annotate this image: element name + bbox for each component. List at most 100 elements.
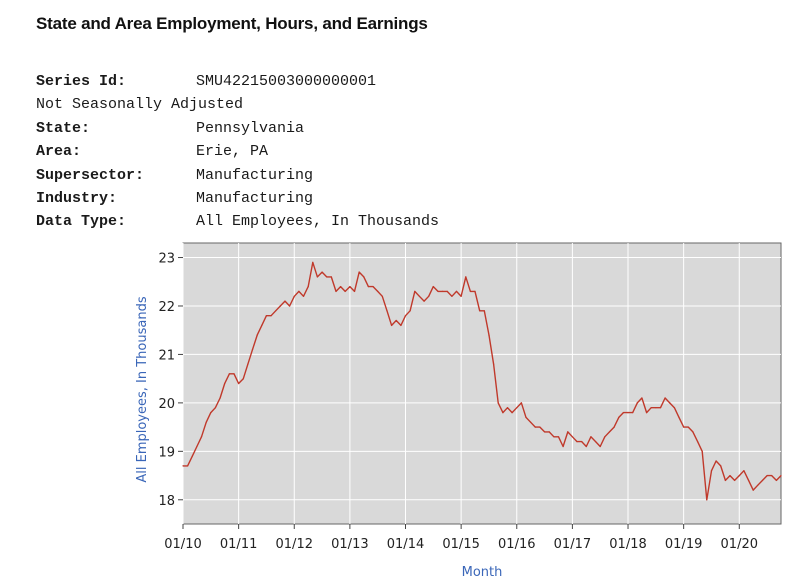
data-point [618, 416, 620, 418]
data-point [493, 363, 495, 365]
data-point [432, 286, 434, 288]
data-point [247, 363, 249, 365]
data-point [316, 276, 318, 278]
data-point [483, 310, 485, 312]
data-point [312, 261, 314, 263]
data-point [302, 295, 305, 297]
data-point [678, 416, 680, 418]
meta-row-data-type: Data Type: All Employees, In Thousands [36, 210, 439, 233]
data-point [748, 479, 750, 481]
data-point [608, 431, 611, 433]
data-point [404, 315, 407, 317]
data-point [724, 479, 727, 481]
data-point [367, 286, 369, 288]
x-tick-label: 01/20 [721, 537, 758, 552]
data-point [353, 290, 356, 292]
data-point [395, 319, 397, 322]
data-point [182, 465, 184, 467]
data-point [214, 407, 216, 409]
y-tick-label: 22 [158, 300, 175, 315]
data-point [344, 290, 346, 292]
x-tick-label: 01/12 [276, 537, 313, 552]
data-point [210, 412, 212, 414]
data-point [571, 436, 574, 438]
data-point [289, 305, 291, 307]
x-tick-label: 01/14 [387, 537, 424, 552]
data-point [664, 397, 666, 399]
series-metadata: Series Id: SMU42215003000000001 Not Seaso… [36, 70, 439, 234]
data-point [613, 426, 615, 428]
data-point [701, 450, 703, 452]
data-point [261, 324, 263, 326]
meta-label: Supersector: [36, 166, 145, 184]
data-point [479, 310, 481, 312]
meta-label: Area: [36, 143, 82, 161]
data-point [358, 271, 360, 273]
data-point [233, 373, 235, 375]
data-point [502, 412, 504, 414]
data-point [469, 290, 471, 292]
data-point [576, 441, 578, 443]
data-point [525, 416, 527, 418]
meta-row-area: Area: Erie, PA [36, 140, 439, 163]
x-tick-label: 01/11 [220, 537, 257, 552]
data-point [340, 286, 342, 288]
data-point [256, 334, 258, 336]
meta-value: Manufacturing [196, 166, 314, 184]
x-tick-label: 01/13 [331, 537, 368, 552]
data-point [650, 407, 652, 409]
data-point [715, 460, 717, 462]
data-point [530, 421, 532, 423]
plot-area [182, 242, 782, 525]
data-point [604, 436, 606, 438]
page-title: State and Area Employment, Hours, and Ea… [36, 14, 428, 33]
data-point [386, 310, 388, 312]
meta-row-state: State: Pennsylvania [36, 117, 439, 140]
data-point [506, 407, 509, 409]
data-point [391, 324, 393, 326]
meta-value: Erie, PA [196, 143, 269, 161]
series-layer [182, 261, 782, 501]
data-point [622, 412, 625, 414]
data-point [414, 290, 416, 292]
x-axis-title: Month [462, 565, 503, 580]
data-point [363, 276, 365, 278]
data-point [632, 412, 634, 414]
data-point [516, 407, 518, 409]
data-point [377, 290, 379, 292]
y-tick-label: 21 [158, 348, 175, 363]
data-point [307, 286, 309, 288]
data-point [581, 441, 583, 443]
data-point [757, 484, 759, 486]
data-point [437, 290, 439, 292]
meta-value: Manufacturing [196, 189, 314, 207]
data-point [242, 378, 244, 380]
data-point [400, 324, 402, 326]
data-point [321, 271, 323, 273]
data-point [646, 412, 648, 414]
y-tick-label: 18 [158, 494, 175, 509]
data-point [775, 479, 778, 481]
data-point [706, 499, 708, 501]
data-point [752, 489, 754, 491]
data-point [780, 475, 782, 477]
data-point [219, 397, 221, 399]
data-point [520, 402, 523, 404]
data-point [673, 407, 676, 409]
data-point [251, 349, 254, 351]
data-point [460, 295, 462, 297]
meta-value: SMU42215003000000001 [196, 73, 377, 90]
meta-row-supersector: Supersector: Manufacturing [36, 164, 439, 187]
y-axis-title: All Employees, In Thousands [135, 296, 150, 482]
meta-row-industry: Industry: Manufacturing [36, 187, 439, 210]
data-point [539, 426, 541, 428]
data-point [228, 373, 230, 375]
data-point [465, 276, 467, 278]
data-point [590, 436, 592, 438]
data-point [557, 436, 560, 438]
data-point [599, 445, 601, 448]
data-point [511, 412, 513, 414]
data-point [497, 402, 499, 404]
meta-label: Not Seasonally Adjusted [36, 96, 244, 114]
